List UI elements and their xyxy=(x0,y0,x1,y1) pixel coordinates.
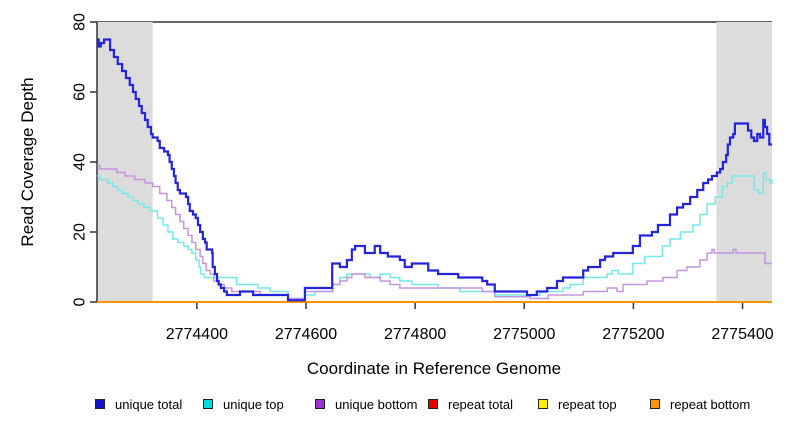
legend-swatch xyxy=(95,399,105,409)
legend-item-unique-top: unique top xyxy=(203,394,284,414)
legend-item-repeat-top: repeat top xyxy=(538,394,617,414)
y-axis-title: Read Coverage Depth xyxy=(18,77,37,246)
y-tick-label: 40 xyxy=(72,153,89,171)
legend-label: repeat total xyxy=(448,396,514,412)
legend-swatch xyxy=(538,399,548,409)
legend-label: unique total xyxy=(115,396,183,412)
x-axis-title: Coordinate in Reference Genome xyxy=(307,359,561,378)
plot-dynamic-layer: 0 20 40 60 80 2774400 2774600 2774800 2775000 277… xyxy=(72,13,774,343)
y-tick-label: 0 xyxy=(72,297,89,306)
legend-swatch xyxy=(650,399,660,409)
legend-label: repeat top xyxy=(558,396,617,412)
series-unique-top xyxy=(97,171,773,300)
x-tick-label: 2775400 xyxy=(711,326,773,343)
legend: unique total unique top unique bottom repea… xyxy=(0,394,792,418)
y-tick-label: 80 xyxy=(72,13,89,31)
x-tick-label: 2775000 xyxy=(493,326,555,343)
series-unique-total xyxy=(97,38,772,302)
legend-swatch xyxy=(315,399,325,409)
x-tick-label: 2774400 xyxy=(166,326,228,343)
legend-item-repeat-bottom: repeat bottom xyxy=(650,394,750,414)
legend-item-unique-total: unique total xyxy=(95,394,182,414)
legend-label: unique top xyxy=(223,396,284,412)
legend-label: repeat bottom xyxy=(670,396,751,412)
series-unique-bottom xyxy=(97,164,772,300)
legend-swatch xyxy=(428,399,438,409)
legend-label: unique bottom xyxy=(335,396,418,412)
x-tick-label: 2774800 xyxy=(384,326,446,343)
legend-item-repeat-total: repeat total xyxy=(428,394,513,414)
legend-swatch xyxy=(203,399,213,409)
x-tick-label: 2775200 xyxy=(602,326,664,343)
x-tick-label: 2774600 xyxy=(275,326,337,343)
y-tick-label: 60 xyxy=(72,83,89,101)
highlight-band xyxy=(97,22,153,302)
legend-item-unique-bottom: unique bottom xyxy=(315,394,417,414)
y-tick-label: 20 xyxy=(72,223,89,241)
